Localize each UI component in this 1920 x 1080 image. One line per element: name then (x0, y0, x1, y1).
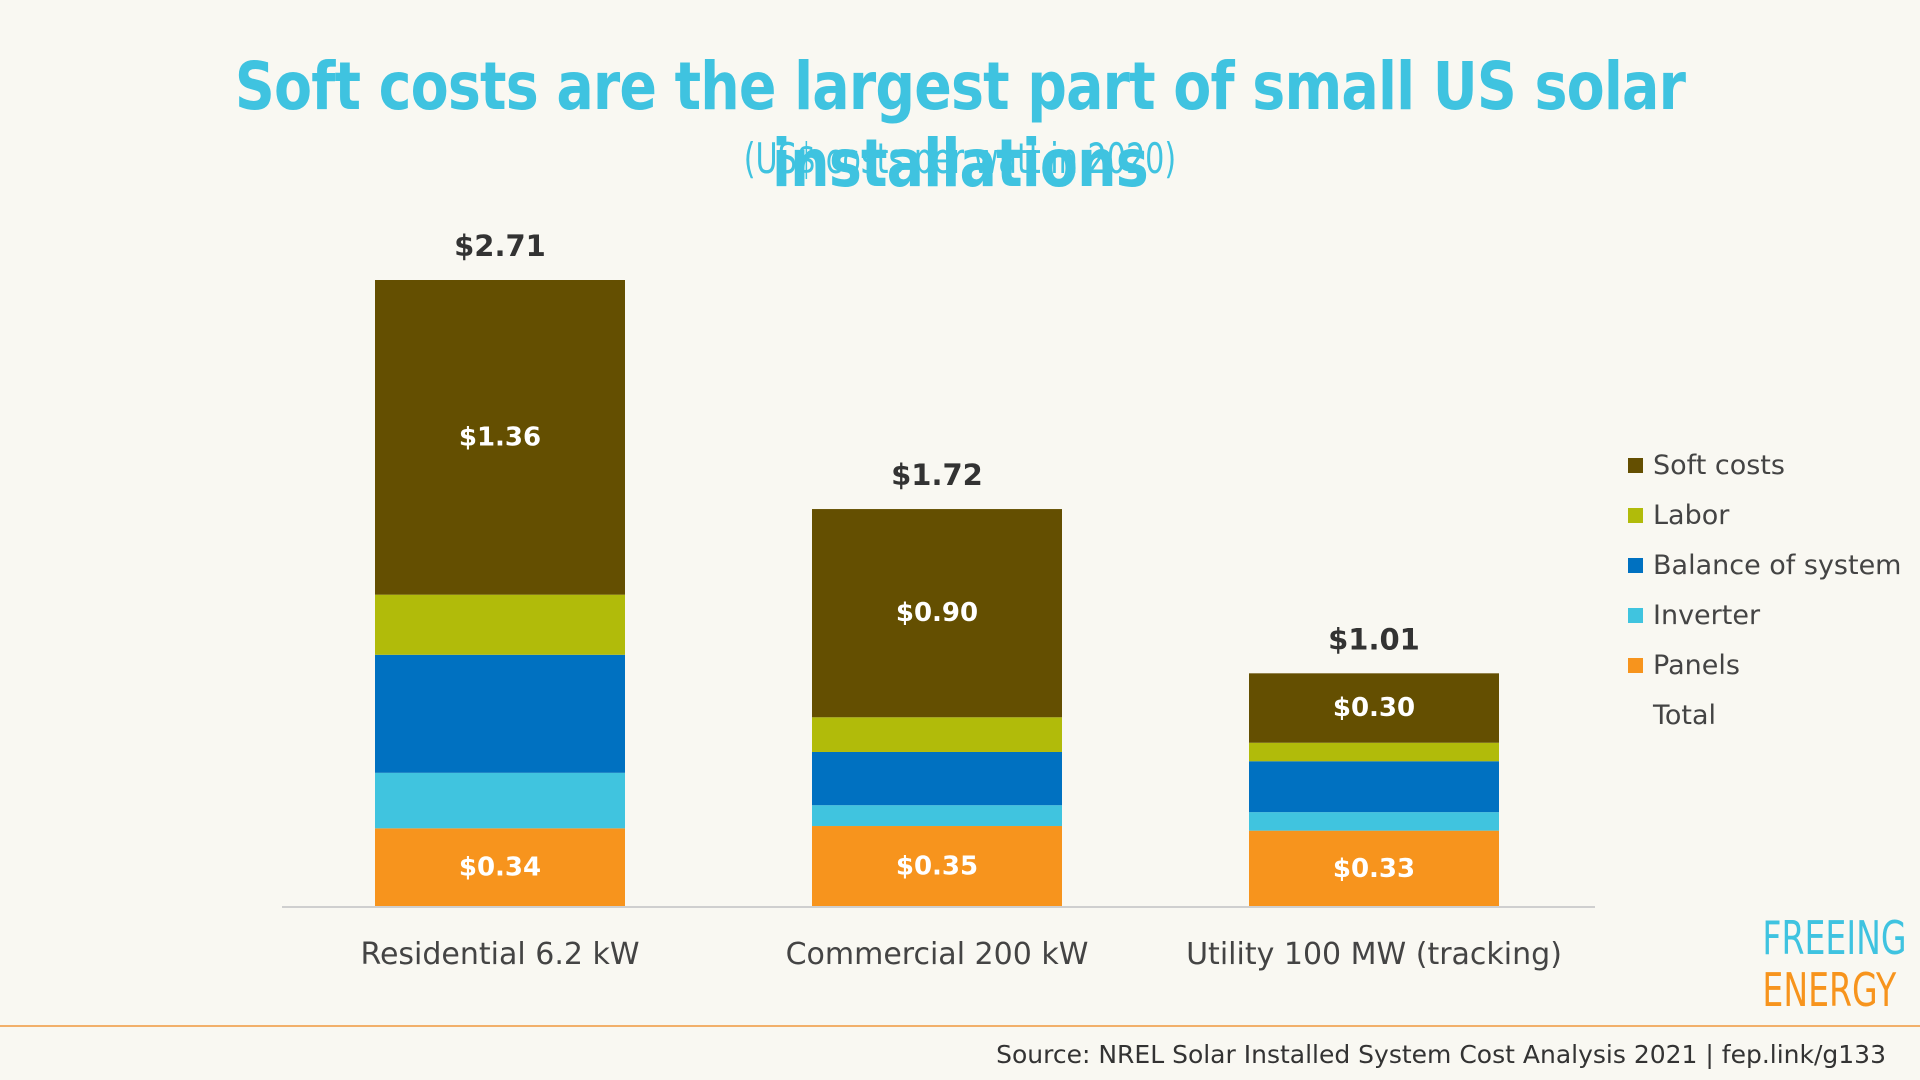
chart-title: Soft costs are the largest part of small… (234, 48, 1686, 202)
source-note: Source: NREL Solar Installed System Cost… (996, 1040, 1886, 1069)
data-label-soft-costs-commercial-200-kw: $0.90 (896, 598, 978, 628)
footer-divider (0, 1025, 1920, 1027)
total-label-utility-100-mw-tracking: $1.01 (1328, 622, 1420, 656)
bar-soft-costs-utility-100-mw-tracking (1249, 673, 1499, 743)
logo-line-2: ENERGY (1762, 963, 1897, 1017)
legend-label-balance-of-system: Balance of system (1653, 549, 1902, 581)
bar-labor-utility-100-mw-tracking (1249, 742, 1499, 762)
bar-panels-commercial-200-kw (812, 826, 1062, 907)
data-label-panels-residential-6-2-kw: $0.34 (459, 853, 541, 883)
legend-item-inverter: Inverter (1628, 590, 1901, 640)
total-label-residential-6-2-kw: $2.71 (454, 229, 546, 263)
data-label-soft-costs-utility-100-mw-tracking: $0.30 (1333, 693, 1415, 723)
legend-label-panels: Panels (1653, 649, 1740, 681)
legend-label-labor: Labor (1653, 499, 1730, 531)
bar-panels-utility-100-mw-tracking (1249, 830, 1499, 907)
legend-swatch-inverter (1628, 607, 1643, 623)
bars-layer (375, 280, 1499, 907)
data-label-panels-utility-100-mw-tracking: $0.33 (1333, 854, 1415, 884)
legend-item-balance-of-system: Balance of system (1628, 540, 1901, 590)
data-label-panels-commercial-200-kw: $0.35 (896, 852, 978, 882)
category-label-residential-6-2-kw: Residential 6.2 kW (360, 937, 639, 972)
category-label-commercial-200-kw: Commercial 200 kW (786, 937, 1089, 972)
legend-label-soft-costs: Soft costs (1653, 449, 1785, 481)
legend-label-total: Total (1653, 699, 1717, 731)
legend-item-soft-costs: Soft costs (1628, 440, 1901, 490)
bar-inverter-residential-6-2-kw (375, 772, 625, 829)
legend-item-panels: Panels (1628, 640, 1901, 690)
legend-item-labor: Labor (1628, 490, 1901, 540)
legend-swatch-balance-of-system (1628, 557, 1643, 573)
freeing-energy-logo: FREEING ENERGY (1740, 911, 1907, 1017)
legend-swatch-panels (1628, 657, 1643, 673)
chart-subtitle: (US$ costs per watt in 2020) (743, 134, 1177, 183)
bar-inverter-commercial-200-kw (812, 805, 1062, 827)
category-label-utility-100-mw-tracking: Utility 100 MW (tracking) (1186, 937, 1562, 972)
bar-balance-of-system-utility-100-mw-tracking (1249, 761, 1499, 813)
data-label-soft-costs-residential-6-2-kw: $1.36 (459, 422, 541, 452)
labels-layer: $0.34 $1.36 $2.71 Residential 6.2 kW $0.35 $0… (360, 229, 1561, 972)
legend-swatch-total (1628, 708, 1643, 723)
legend-label-inverter: Inverter (1653, 599, 1761, 631)
legend-swatch-labor (1628, 507, 1643, 523)
bar-balance-of-system-commercial-200-kw (812, 751, 1062, 806)
bar-soft-costs-commercial-200-kw (812, 509, 1062, 718)
bar-panels-residential-6-2-kw (375, 828, 625, 907)
bar-labor-commercial-200-kw (812, 717, 1062, 752)
legend: Soft costs Labor Balance of system Inverter… (1628, 440, 1901, 740)
legend-item-total: Total (1628, 690, 1901, 740)
total-label-commercial-200-kw: $1.72 (891, 458, 983, 492)
legend-swatch-soft-costs (1628, 457, 1643, 473)
logo-line-1: FREEING (1762, 911, 1907, 965)
bar-labor-residential-6-2-kw (375, 594, 625, 655)
bar-soft-costs-residential-6-2-kw (375, 280, 625, 595)
bar-inverter-utility-100-mw-tracking (1249, 812, 1499, 831)
bar-balance-of-system-residential-6-2-kw (375, 654, 625, 773)
